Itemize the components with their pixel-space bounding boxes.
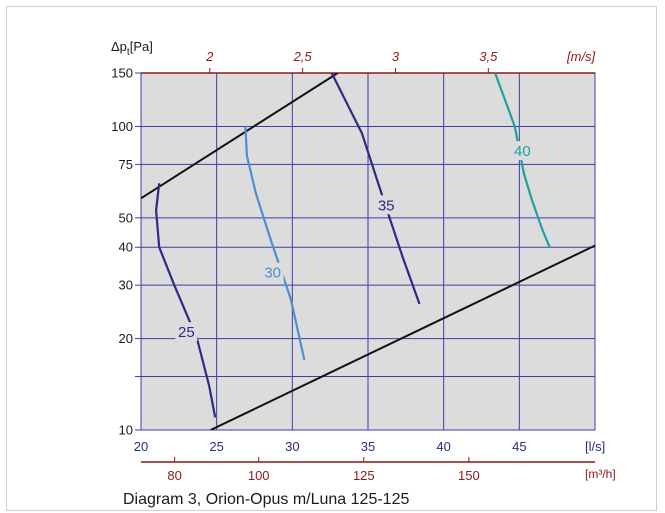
x-tick-label: 30	[285, 439, 299, 454]
secondary-tick-label: 80	[167, 468, 181, 483]
series-label-35: 35	[378, 197, 395, 214]
top-tick-label: 3	[392, 49, 400, 64]
y-tick-label: 50	[119, 210, 133, 225]
x-axis-unit: [l/s]	[585, 439, 605, 454]
y-axis-label: Δpt[Pa]	[111, 39, 153, 58]
top-tick-label: 2,5	[293, 49, 313, 64]
series-line-40	[494, 72, 551, 248]
series-label-bg	[375, 195, 398, 215]
x-tick-label: 35	[361, 439, 375, 454]
top-axis-unit: [m/s]	[566, 49, 596, 64]
series-label-30: 30	[264, 265, 281, 282]
x-tick-label: 45	[512, 439, 526, 454]
boundary-line	[141, 73, 339, 200]
series-label-bg	[511, 141, 534, 161]
top-tick-label: 3,5	[479, 49, 498, 64]
series-line-30	[244, 126, 306, 361]
secondary-tick-label: 125	[353, 468, 375, 483]
chart-frame: 20 25 30 35 40 45 10 20 30 40 50 75 100 150 2 2,5 3 3,5 [m…	[6, 6, 657, 511]
y-tick-label: 100	[111, 119, 133, 134]
secondary-axis-unit: [m³/h]	[585, 467, 616, 481]
y-tick-label: 150	[111, 66, 133, 81]
x-tick-label: 25	[209, 439, 223, 454]
series-label-bg	[261, 262, 284, 282]
series-label-bg	[175, 322, 198, 342]
series-label-25: 25	[178, 324, 195, 341]
y-tick-label: 10	[119, 423, 133, 438]
top-tick-label: 2	[205, 49, 214, 64]
y-tick-label: 30	[119, 278, 133, 293]
secondary-tick-label: 100	[248, 468, 270, 483]
y-tick-label: 40	[119, 240, 133, 255]
secondary-tick-label: 150	[458, 468, 480, 483]
y-tick-label: 75	[119, 157, 133, 172]
x-tick-label: 20	[134, 439, 148, 454]
x-tick-label: 40	[436, 439, 450, 454]
y-tick-label: 20	[119, 331, 133, 346]
chart-caption: Diagram 3, Orion-Opus m/Luna 125-125	[123, 491, 410, 508]
series-label-40: 40	[514, 143, 531, 160]
series-line-25	[155, 183, 217, 418]
boundary-line	[210, 244, 595, 430]
